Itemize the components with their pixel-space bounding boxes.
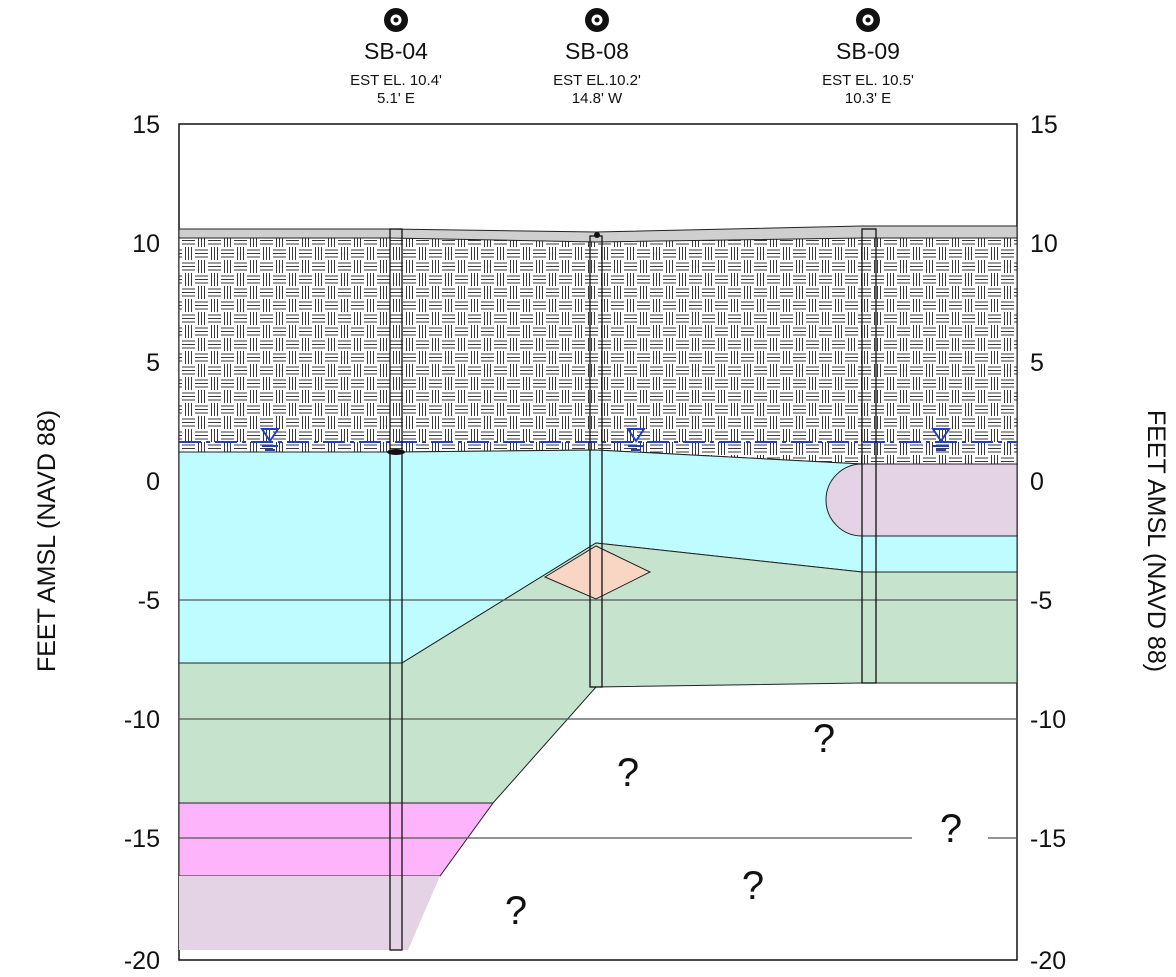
boring-offset: 10.3' E: [845, 90, 891, 107]
elevation-tick-label: -20: [124, 947, 160, 975]
boring-marker-dot: [387, 449, 405, 455]
boring-elevation: EST EL. 10.4': [350, 72, 442, 89]
right-elevation-scale: 15 10 5 0 -5 -10 -15 -20: [1030, 111, 1066, 975]
elevation-tick-label: -20: [1030, 947, 1066, 975]
left-axis-title: FEET AMSL (NAVD 88): [33, 410, 61, 672]
elevation-tick-label: 15: [1030, 111, 1058, 139]
elevation-tick-label: -15: [1030, 825, 1066, 853]
boring-location-icon: [585, 8, 609, 32]
elevation-tick-label: 0: [1030, 468, 1044, 496]
elevation-tick-label: -10: [1030, 706, 1066, 734]
boring-column-sb-04: [389, 228, 403, 951]
boring-offset: 5.1' E: [377, 90, 415, 107]
boring-elevation: EST EL. 10.5': [822, 72, 914, 89]
fill-layer: [178, 228, 1018, 465]
water-table-icon: [260, 428, 280, 451]
right-axis-title: FEET AMSL (NAVD 88): [1142, 410, 1170, 672]
pink-clay-layer: [178, 802, 494, 877]
elevation-tick-label: 10: [132, 230, 160, 258]
unknown-strata-marker: ?: [742, 864, 764, 908]
elevation-tick-label: 5: [146, 349, 160, 377]
unknown-strata-marker: ?: [617, 751, 639, 795]
grid-lines: [179, 599, 1017, 839]
elevation-tick-label: -10: [124, 706, 160, 734]
boring-name: SB-08: [565, 38, 629, 64]
boring-marker-dot: [594, 232, 600, 238]
elevation-tick-label: 10: [1030, 230, 1058, 258]
water-table: [179, 428, 1017, 451]
left-elevation-scale: 15 10 5 0 -5 -10 -15 -20: [124, 111, 160, 975]
unknown-strata-marker: ?: [505, 889, 527, 933]
water-table-icon: [931, 428, 951, 451]
boring-column-sb-09: [861, 228, 877, 684]
boring-location-icon: [856, 8, 880, 32]
mauve-clay-lens: [825, 463, 1018, 537]
unknown-strata-marker: ?: [813, 717, 835, 761]
elevation-tick-label: -5: [1030, 587, 1052, 615]
elevation-tick-label: 0: [146, 468, 160, 496]
water-table-icon: [626, 428, 646, 451]
unknown-strata-marker: ?: [940, 807, 962, 851]
elevation-tick-label: -5: [138, 587, 160, 615]
boring-elevation: EST EL.10.2': [553, 72, 641, 89]
salmon-sand-lens: [543, 545, 652, 600]
elevation-tick-label: -15: [124, 825, 160, 853]
boring-name: SB-04: [364, 38, 428, 64]
elevation-tick-label: 15: [132, 111, 160, 139]
elevation-tick-label: 5: [1030, 349, 1044, 377]
boring-name: SB-09: [836, 38, 900, 64]
boring-offset: 14.8' W: [572, 90, 623, 107]
mauve-clay-layer-lower: [179, 876, 440, 950]
boring-location-icon: [384, 8, 408, 32]
